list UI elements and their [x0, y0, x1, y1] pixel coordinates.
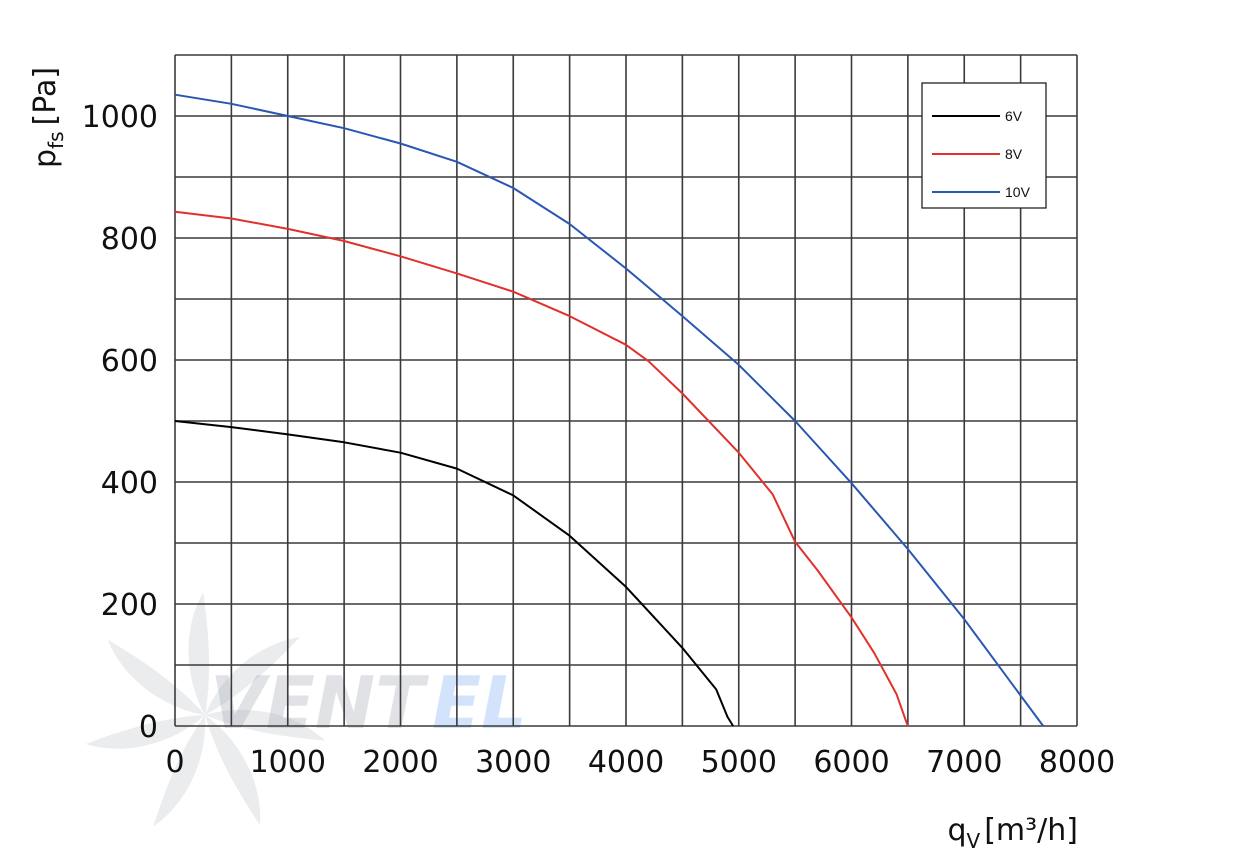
- watermark-fan-blade: [205, 637, 300, 715]
- watermark-text-part2: EL: [432, 661, 527, 745]
- x-tick-label: 3000: [475, 745, 551, 780]
- x-tick-label: 4000: [588, 745, 664, 780]
- y-tick-label: 0: [139, 710, 158, 745]
- watermark-fan-blade: [205, 715, 261, 825]
- y-tick-label: 200: [101, 588, 158, 623]
- series-line-10V: [174, 93, 1045, 727]
- y-tick-label: 400: [101, 466, 158, 501]
- watermark-fan-blade: [153, 715, 206, 827]
- legend-label-10V: 10V: [1005, 184, 1031, 200]
- x-tick-label: 1000: [250, 745, 326, 780]
- x-tick-label: 8000: [1039, 745, 1115, 780]
- axes: 0 1000 2000 3000 4000 5000 6000 7000 8000 0 200 400…: [28, 67, 1115, 853]
- x-tick-label: 2000: [362, 745, 438, 780]
- y-tick-label: 600: [101, 344, 158, 379]
- legend-label-6V: 6V: [1005, 108, 1023, 124]
- series-group: [174, 93, 1045, 727]
- x-tick-label: 0: [165, 745, 184, 780]
- watermark: VENT EL: [85, 592, 527, 827]
- watermark-text-part1: VENT: [210, 661, 429, 745]
- watermark-fan-blade: [107, 639, 205, 715]
- x-tick-label: 7000: [926, 745, 1002, 780]
- y-tick-label: 1000: [82, 100, 158, 135]
- x-tick-label: 6000: [813, 745, 889, 780]
- legend-box: [921, 82, 1047, 209]
- y-tick-label: 800: [101, 222, 158, 257]
- series-line-8V: [174, 210, 909, 727]
- x-axis-title: qV [m³/h]: [947, 813, 1078, 853]
- series-line-6V: [174, 420, 734, 727]
- watermark-fan-blade: [188, 592, 210, 715]
- legend-label-8V: 8V: [1005, 146, 1023, 162]
- x-tick-label: 5000: [701, 745, 777, 780]
- legend: 6V 8V 10V: [921, 82, 1047, 209]
- y-axis-title: pfs[Pa]: [28, 67, 68, 168]
